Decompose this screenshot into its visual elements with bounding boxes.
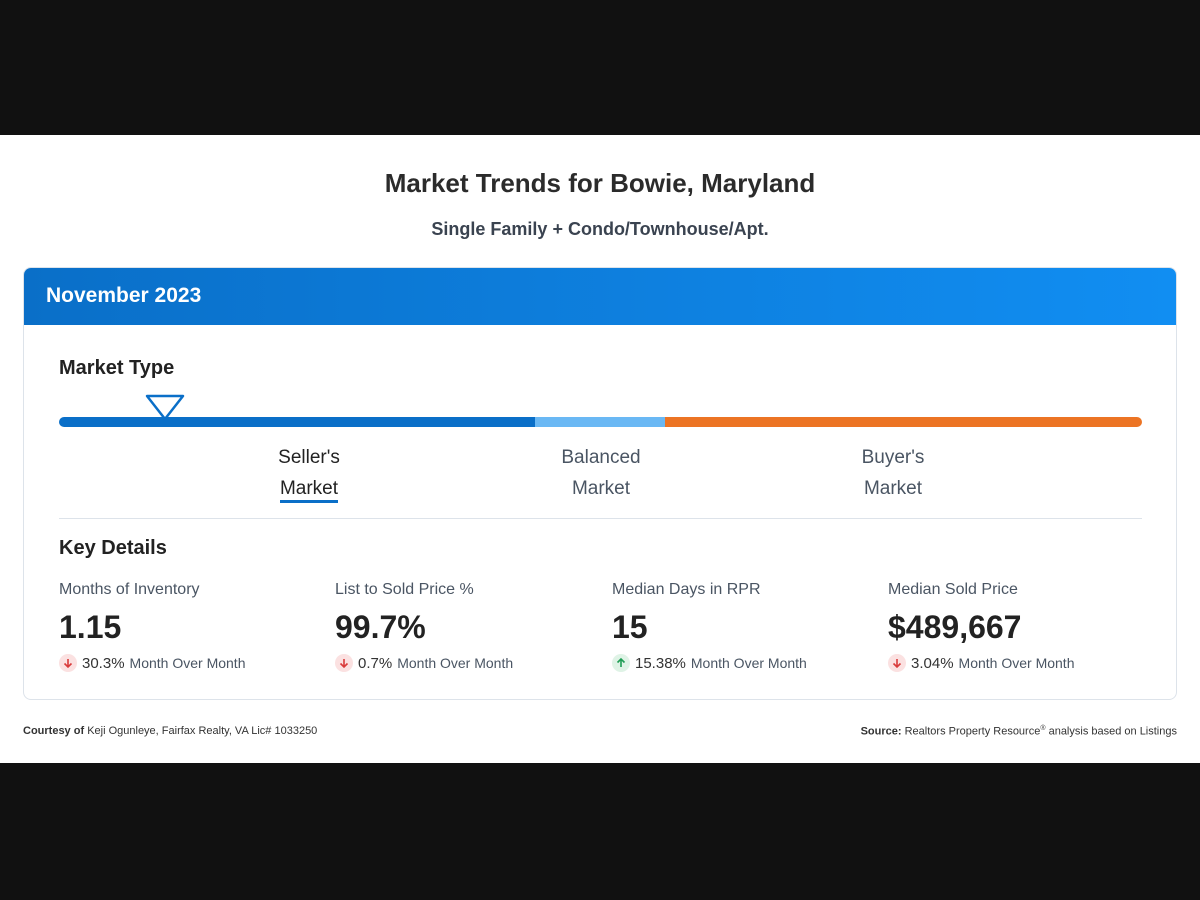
option-text: Seller's: [278, 447, 340, 468]
metric-change: 0.7% Month Over Month: [335, 654, 605, 672]
metric: Months of Inventory 1.15 30.3% Month Over M…: [59, 581, 329, 672]
trend-icon: [59, 654, 77, 672]
metric-label: Median Days in RPR: [612, 581, 761, 598]
courtesy: Courtesy of Keji Ogunleye, Fairfax Realt…: [23, 725, 317, 737]
section-title: Market Type: [59, 357, 175, 379]
market-option: Balanced Market: [501, 442, 701, 504]
metric-change: 30.3% Month Over Month: [59, 654, 329, 672]
source-rest: analysis based on Listings: [1048, 725, 1177, 738]
option-line: Market: [209, 473, 409, 504]
metric-label: Months of Inventory: [59, 581, 200, 598]
subtitle: Single Family + Condo/Townhouse/Apt.: [431, 219, 769, 239]
source-mark: ®: [1040, 725, 1046, 732]
courtesy-label: Courtesy of: [23, 725, 85, 737]
metric: List to Sold Price % 99.7% 0.7% Month Over …: [335, 581, 605, 672]
option-line: Buyer's: [793, 442, 993, 473]
metric-label: List to Sold Price %: [335, 581, 474, 598]
metric-value: 1.15: [59, 609, 122, 645]
title: Market Trends for Bowie, Maryland: [384, 168, 816, 198]
metric: Median Days in RPR 15 15.38% Month Over Mon…: [612, 581, 882, 672]
metric-value: 99.7%: [335, 609, 426, 645]
metric-change-period: Month Over Month: [397, 655, 514, 671]
metric-change-period: Month Over Month: [690, 655, 807, 671]
card: November 2023 Market Type Key Details Se…: [23, 267, 1177, 700]
scale-segment: [665, 417, 1142, 427]
metric: Median Sold Price $489,667 3.04% Month Over…: [888, 581, 1158, 672]
option-line: Seller's: [209, 442, 409, 473]
metric-value: 15: [612, 609, 648, 645]
infographic: Market Trends for Bowie, Maryland Single…: [0, 135, 1200, 763]
market-option: Seller's Market: [209, 442, 409, 504]
market-marker: [145, 394, 185, 421]
trend-icon: [612, 654, 630, 672]
metric-change-value: 3.04%: [911, 654, 954, 672]
trend-icon: [335, 654, 353, 672]
metric-change: 15.38% Month Over Month: [612, 654, 882, 672]
option-text: Buyer's: [861, 447, 925, 468]
metric-change-period: Month Over Month: [958, 655, 1075, 671]
section-title: Key Details: [59, 537, 167, 559]
option-text: Balanced: [561, 447, 641, 468]
option-text: Market: [863, 478, 923, 499]
source-label: Source:: [860, 725, 902, 738]
metric-change-value: 30.3%: [82, 654, 125, 672]
metric-change-value: 15.38%: [635, 654, 686, 672]
courtesy-text: Keji Ogunleye, Fairfax Realty, VA Lic# 1…: [87, 725, 318, 737]
metric-change-period: Month Over Month: [129, 655, 246, 671]
option-line: Market: [501, 473, 701, 504]
divider: [59, 518, 1142, 519]
source: Source: Realtors Property Resource® anal…: [861, 725, 1177, 738]
metric-value: $489,667: [888, 609, 1022, 645]
option-text: Market: [279, 478, 339, 503]
trend-icon: [888, 654, 906, 672]
metric-change-value: 0.7%: [358, 654, 393, 672]
metric-label: Median Sold Price: [888, 581, 1018, 598]
source-text: Realtors Property Resource: [904, 725, 1041, 738]
period-header: November 2023: [24, 268, 1176, 325]
metric-change: 3.04% Month Over Month: [888, 654, 1158, 672]
option-line: Market: [793, 473, 993, 504]
option-line: Balanced: [501, 442, 701, 473]
market-option: Buyer's Market: [793, 442, 993, 504]
option-text: Market: [571, 478, 631, 499]
scale-segment: [535, 417, 665, 427]
scale-segment: [59, 417, 535, 427]
